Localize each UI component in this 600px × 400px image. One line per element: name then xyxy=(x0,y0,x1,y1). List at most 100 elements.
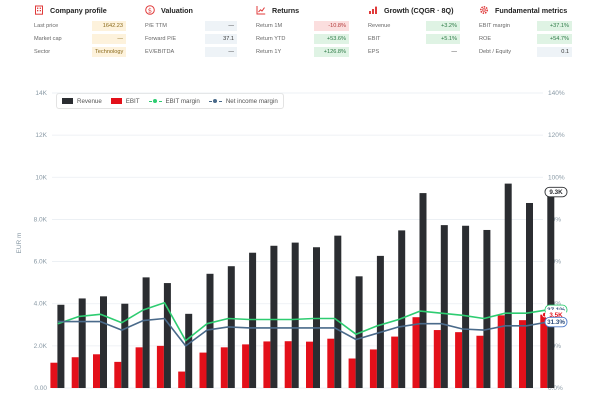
metric-value: Technology xyxy=(92,47,126,57)
ebit-bar xyxy=(93,354,100,388)
revenue-bar xyxy=(419,193,427,388)
left-tick-label: 2.0K xyxy=(34,343,48,350)
ebit-bar xyxy=(348,358,356,388)
metric-value: 37.1 xyxy=(205,34,237,44)
metric-row: EPS — xyxy=(368,46,460,58)
ebit-bar xyxy=(114,361,122,388)
legend-item-ebit[interactable]: EBIT xyxy=(110,98,140,105)
revenue-bar xyxy=(440,225,448,388)
ebit-bar xyxy=(156,345,164,388)
revenue-bar xyxy=(185,313,193,388)
right-tick-label: 120% xyxy=(548,132,565,139)
svg-text:$: $ xyxy=(148,6,152,14)
right-tick-label: 80% xyxy=(548,216,561,223)
chart-up-icon xyxy=(256,6,266,15)
revenue-bar xyxy=(291,242,299,388)
metric-row: Forward P/E 37.1 xyxy=(145,33,237,45)
metric-label: EV/EBITDA xyxy=(145,49,175,55)
y-axis-label: EUR m xyxy=(16,233,23,254)
ebit-bar xyxy=(497,315,505,388)
right-tick-label: 140% xyxy=(548,90,565,97)
left-tick-label: 4.0K xyxy=(34,301,48,308)
panel-title: Company profile xyxy=(50,5,107,15)
revenue-bar xyxy=(142,277,150,388)
ebit-bar xyxy=(50,362,58,388)
metric-value: +3.2% xyxy=(426,21,460,31)
ebit-bar xyxy=(71,357,79,388)
ebit-bar xyxy=(455,332,463,388)
left-axis: 0.00 2.0K 4.0K 6.0K 8.0K 10K 12K 14K xyxy=(34,90,48,392)
ebit-bar xyxy=(519,320,526,388)
revenue-bar xyxy=(163,283,171,388)
legend-label: Net income margin xyxy=(225,97,278,105)
revenue-bar xyxy=(526,202,533,388)
metric-label: Forward P/E xyxy=(145,36,177,42)
summary-panels: Company profile Last price 1642.23 Market… xyxy=(0,0,600,64)
legend-line xyxy=(148,98,162,104)
metric-label: Market cap xyxy=(34,36,62,42)
net-income-margin-end-pill xyxy=(544,316,568,328)
metric-label: Return YTD xyxy=(256,36,286,42)
legend-item-ebit-margin[interactable]: EBIT margin xyxy=(148,97,200,105)
panel-growth: Growth (CQGR · 8Q) Revenue +3.2% EBIT +5.1… xyxy=(368,0,460,64)
metric-value: +53.6% xyxy=(314,34,349,44)
metric-label: Revenue xyxy=(368,23,391,29)
right-tick-label: 60% xyxy=(548,259,561,266)
left-tick-label: 14K xyxy=(35,90,47,97)
ebit-bar xyxy=(178,371,186,388)
ebit-bar xyxy=(199,352,207,388)
right-tick-label: 0.0% xyxy=(548,385,563,392)
metric-label: EBIT margin xyxy=(479,23,510,29)
revenue-bar xyxy=(121,303,129,388)
metric-label: EPS xyxy=(368,49,380,55)
metric-row: EBIT +5.1% xyxy=(368,33,460,45)
dollar-icon: $ xyxy=(145,5,155,15)
metric-label: Sector xyxy=(34,49,51,55)
revenue-bar xyxy=(376,255,384,388)
ebit-bar xyxy=(540,314,548,388)
metric-label: Return 1M xyxy=(256,23,283,29)
ebit-bar xyxy=(135,347,143,388)
metric-row: Last price 1642.23 xyxy=(34,20,126,32)
revenue-bar xyxy=(483,229,491,388)
revenue-bar xyxy=(78,298,86,388)
panel-header: Company profile xyxy=(34,3,107,17)
bars xyxy=(50,183,555,388)
metric-value: — xyxy=(451,49,457,55)
legend-item-revenue[interactable]: Revenue xyxy=(62,98,102,105)
panel-header: Growth (CQGR · 8Q) xyxy=(368,3,453,17)
panel-title: Fundamental metrics xyxy=(495,5,568,15)
financials-chart: 0.00 2.0K 4.0K 6.0K 8.0K 10K 12K 14K 0.0% 20% 40%… xyxy=(0,80,600,400)
revenue-end-pill xyxy=(544,186,568,198)
metric-row: Return 1Y +126.8% xyxy=(256,46,349,58)
ebit-bar xyxy=(242,344,250,388)
metric-value: — xyxy=(205,21,237,31)
panel-header: $ Valuation xyxy=(145,3,193,17)
revenue-bar xyxy=(57,304,65,388)
metric-row: Debt / Equity 0.1 xyxy=(479,46,572,58)
panel-valuation: $ Valuation P/E TTM — Forward P/E 37.1 EV/… xyxy=(145,0,237,64)
metric-row: EV/EBITDA — xyxy=(145,46,237,58)
left-tick-label: 6.0K xyxy=(34,259,48,266)
metric-value: 0.1 xyxy=(537,47,572,57)
revenue-bar xyxy=(462,225,470,388)
metric-row: Market cap — xyxy=(34,33,126,45)
legend-swatch xyxy=(110,98,122,104)
metric-value: — xyxy=(205,47,237,57)
metric-value: +126.8% xyxy=(314,47,349,57)
metric-label: Debt / Equity xyxy=(479,49,512,55)
left-tick-label: 8.0K xyxy=(34,216,48,223)
metric-row: Return YTD +53.6% xyxy=(256,33,349,45)
legend-item-net-income-margin[interactable]: Net income margin xyxy=(208,97,278,105)
legend-swatch xyxy=(62,98,73,104)
metric-label: ROE xyxy=(479,36,492,42)
legend-label: EBIT margin xyxy=(165,97,200,105)
metric-label: Last price xyxy=(34,23,59,29)
metric-value: -10.8% xyxy=(314,21,349,31)
panel-header: Returns xyxy=(256,3,299,17)
panel-returns: Returns Return 1M -10.8% Return YTD +53.6%… xyxy=(256,0,349,64)
revenue-bar xyxy=(355,276,363,388)
legend-line xyxy=(208,98,222,104)
metric-value: +37.1% xyxy=(537,21,572,31)
